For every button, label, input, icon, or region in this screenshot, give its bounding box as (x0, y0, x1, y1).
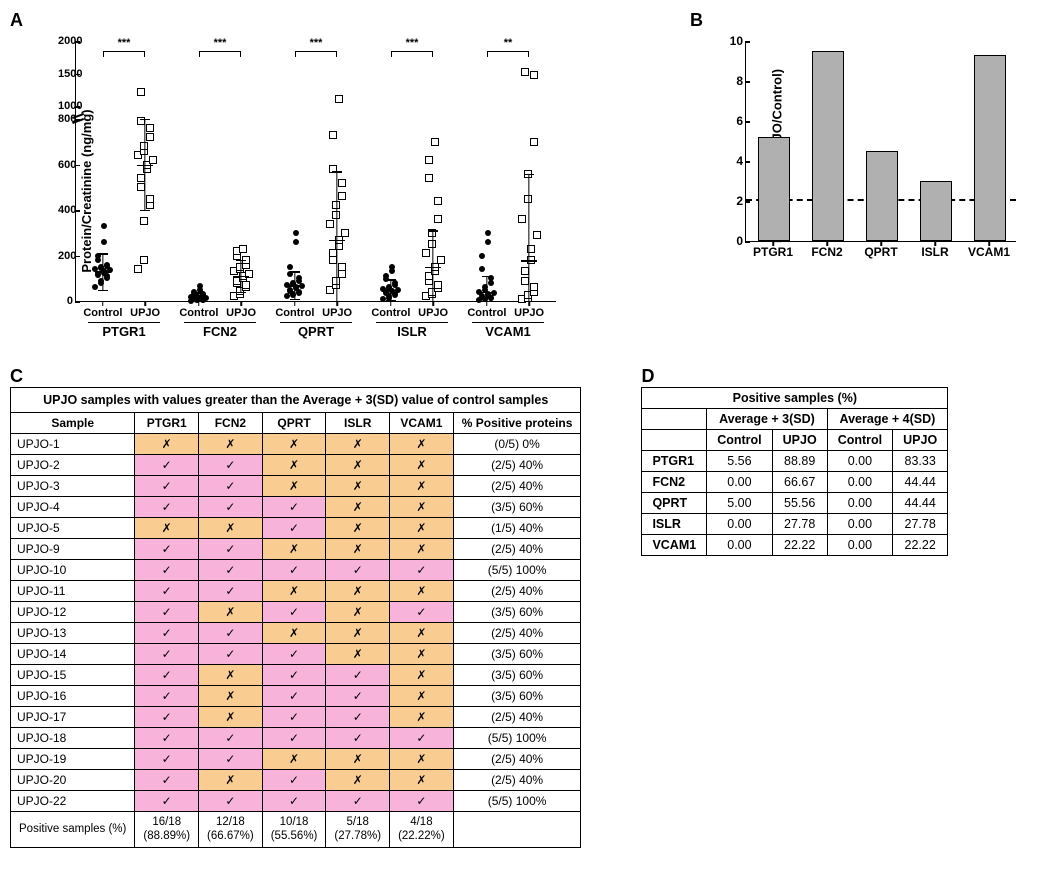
panel-c-label: C (10, 366, 581, 387)
panel-a-chart: Protein/Creatinine (ng/mg) ControlUPJOPT… (10, 31, 570, 351)
panel-c-table: UPJO samples with values greater than th… (10, 387, 581, 848)
panel-d-label: D (641, 366, 948, 387)
panel-b-chart: Fold change (UPJO/Control) PTGR1FCN2QPRT… (690, 31, 1020, 281)
panel-a-label: A (10, 10, 610, 31)
panel-d-table: Positive samples (%)Average + 3(SD)Avera… (641, 387, 948, 556)
panel-b-label: B (690, 10, 1020, 31)
